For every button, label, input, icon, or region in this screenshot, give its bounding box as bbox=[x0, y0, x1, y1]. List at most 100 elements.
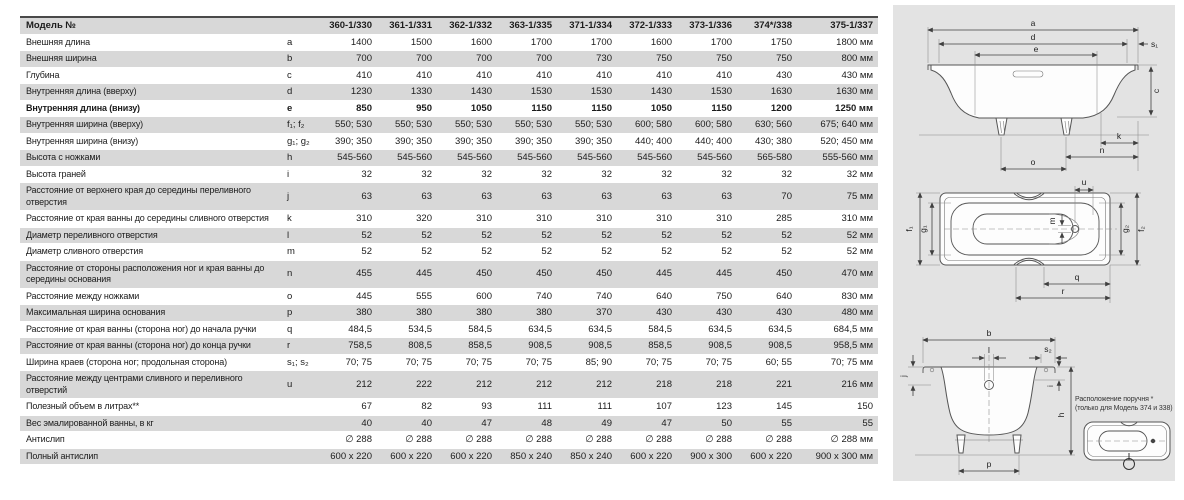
row-label: Расстояние от верхнего края до середины … bbox=[26, 185, 251, 207]
row-value: 410 bbox=[536, 69, 552, 81]
row-value: 410 bbox=[416, 69, 432, 81]
row-value: 107 bbox=[656, 401, 672, 412]
row-value: 70; 75 bbox=[405, 356, 432, 368]
row-letter: r bbox=[287, 340, 291, 351]
row-value: 808,5 bbox=[408, 340, 432, 351]
row-value: 730 bbox=[596, 53, 612, 64]
model-header: 375-1/337 bbox=[830, 20, 873, 31]
row-value: 555-560 мм bbox=[822, 152, 873, 163]
bathtub-top-view-diagram: u f₁ g₁ m g₂ f₂ bbox=[904, 177, 1146, 303]
row-value: 52 bbox=[361, 229, 372, 241]
spec-table-header-row: Модель № 360-1/330 361-1/331 362-1/332 3… bbox=[20, 17, 878, 34]
row-value: 850 x 240 bbox=[510, 450, 552, 462]
row-value: 410 bbox=[716, 69, 732, 81]
spec-row: Расстояние от верхнего края до середины … bbox=[20, 182, 878, 211]
row-label: Внутренняя ширина (внизу) bbox=[26, 135, 139, 146]
row-value: 600 bbox=[476, 290, 492, 302]
spec-row: Внутренняя длина (вверху) d 1230 1330 1430 15… bbox=[20, 83, 878, 100]
row-value: 640 bbox=[776, 290, 792, 302]
row-letter: p bbox=[287, 307, 293, 318]
letter-column-header bbox=[285, 17, 317, 34]
dim-label-s1: s₁ bbox=[1151, 39, 1158, 49]
row-value: 212 bbox=[596, 378, 612, 390]
row-value: 634,5 bbox=[708, 323, 732, 335]
row-value: 1750 bbox=[770, 36, 792, 48]
row-letter bbox=[285, 432, 317, 449]
row-value: 390; 350 bbox=[455, 135, 492, 147]
row-value: 1150 bbox=[531, 102, 552, 114]
dim-label-k: k bbox=[1117, 131, 1122, 141]
row-value: 1150 bbox=[591, 102, 612, 114]
row-value: 70; 75 bbox=[645, 356, 672, 368]
row-value: 47 bbox=[661, 417, 672, 429]
dim-label-j: j bbox=[899, 375, 908, 378]
row-letter: m bbox=[287, 246, 295, 257]
row-value: 545-560 bbox=[637, 152, 672, 163]
row-value: 390; 350 bbox=[395, 135, 432, 147]
row-value: 320 bbox=[416, 213, 432, 224]
row-value: 40 bbox=[421, 417, 432, 429]
spec-row: Диаметр переливного отверстия l 52 52 52 52 52… bbox=[20, 227, 878, 244]
row-value: 63 bbox=[721, 190, 732, 202]
row-value: 212 bbox=[536, 378, 552, 390]
row-value: 50 bbox=[721, 417, 732, 429]
spec-row: Внутренняя ширина (внизу) g₁; g₂ 390; 350 3… bbox=[20, 133, 878, 150]
row-letter: q bbox=[287, 323, 293, 335]
row-value: 584,5 bbox=[648, 323, 672, 335]
dim-label-e: e bbox=[1034, 44, 1039, 54]
spec-table: Модель № 360-1/330 361-1/331 362-1/332 3… bbox=[20, 16, 878, 465]
dim-label-b: b bbox=[987, 328, 992, 338]
row-value: 310 bbox=[356, 213, 372, 224]
row-value: 750 bbox=[656, 53, 672, 64]
row-value: 600 x 220 bbox=[450, 450, 492, 462]
spec-row: Расстояние между ножками o 445 555 600 740 740… bbox=[20, 288, 878, 305]
row-value: 484,5 bbox=[348, 323, 372, 335]
row-value: 450 bbox=[596, 268, 612, 280]
row-value: 63 bbox=[421, 190, 432, 202]
row-value: ∅ 288 bbox=[765, 434, 792, 445]
row-value: 1530 bbox=[590, 86, 612, 97]
row-value: 310 bbox=[476, 213, 492, 224]
row-value: 145 bbox=[776, 401, 792, 412]
spec-row: Внешняя ширина b 700 700 700 700 730 750 750 750 8… bbox=[20, 50, 878, 67]
row-value: ∅ 288 bbox=[585, 434, 612, 445]
row-letter: f₁; f₂ bbox=[287, 119, 305, 130]
row-value: ∅ 288 bbox=[345, 434, 372, 445]
row-value: 63 bbox=[361, 190, 372, 202]
row-value: 858,5 bbox=[648, 340, 672, 351]
row-label: Расстояние от края ванны (сторона ног) д… bbox=[26, 340, 251, 350]
bathtub-side-view-diagram: a d s₁ e c k n bbox=[919, 18, 1161, 172]
row-value: 63 bbox=[541, 190, 552, 202]
row-value: 545-560 bbox=[397, 152, 432, 163]
row-value: 52 bbox=[721, 246, 732, 257]
row-value: 222 bbox=[416, 378, 432, 390]
row-value: 1600 bbox=[650, 36, 672, 48]
row-value: 32 bbox=[661, 168, 672, 180]
row-value: 445 bbox=[656, 268, 672, 280]
row-letter: b bbox=[287, 53, 293, 64]
row-value: 1200 bbox=[770, 102, 792, 114]
diagram-panel: a d s₁ e c k n bbox=[893, 5, 1175, 481]
row-letter: k bbox=[287, 213, 292, 224]
row-value: 52 bbox=[721, 229, 732, 241]
row-value: 600; 580 bbox=[695, 119, 732, 130]
row-value: 380 bbox=[356, 307, 372, 318]
row-letter: c bbox=[287, 69, 292, 81]
row-value: 410 bbox=[476, 69, 492, 81]
dim-label-h: h bbox=[1056, 412, 1066, 417]
row-value: 52 bbox=[541, 246, 552, 257]
dim-label-d: d bbox=[1031, 32, 1036, 42]
dim-label-m: m bbox=[1047, 217, 1057, 224]
row-value: 430 bbox=[716, 307, 732, 318]
row-value: 410 bbox=[356, 69, 372, 81]
spec-row: Высота с ножками h 545-560 545-560 545-560 54… bbox=[20, 149, 878, 166]
row-value: 600 x 220 bbox=[330, 450, 372, 462]
row-value: 634,5 bbox=[768, 323, 792, 335]
row-value: 52 bbox=[481, 229, 492, 241]
row-value: 32 bbox=[361, 168, 372, 180]
row-value: 111 bbox=[537, 401, 552, 412]
row-value: ∅ 288 bbox=[525, 434, 552, 445]
row-letter: a bbox=[287, 36, 293, 48]
row-value: 908,5 bbox=[708, 340, 732, 351]
handle-location-drawing bbox=[1083, 421, 1171, 470]
